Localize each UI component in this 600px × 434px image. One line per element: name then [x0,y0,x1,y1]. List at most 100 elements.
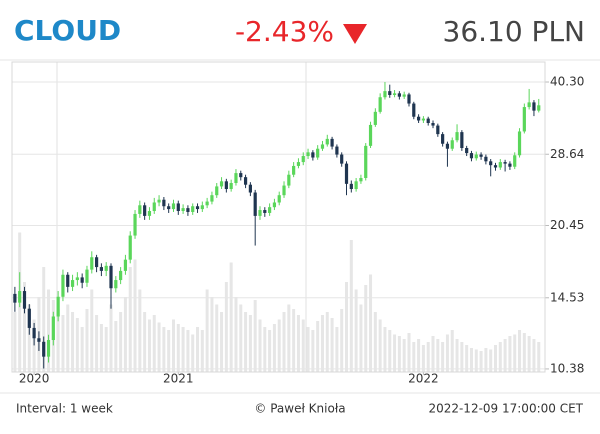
volume-bar [176,324,180,372]
candle-body [388,91,392,96]
candle-body [22,291,27,309]
volume-bar [513,334,517,372]
volume-bar [479,351,483,372]
volume-bar [407,333,411,372]
volume-bar [133,259,137,372]
volume-bar [441,342,445,372]
candle-body [445,143,450,149]
candle-body [311,152,315,158]
volume-bar [27,304,31,372]
candle-body [167,206,171,210]
volume-bar [537,342,541,372]
candle-body [421,118,426,121]
candle-body [70,280,75,287]
y-tick-label: 28.64 [550,147,584,161]
candle-body [32,327,36,339]
volume-bar [445,334,449,372]
candle-body [522,107,526,132]
candle-body [431,123,435,126]
candle-body [296,162,301,166]
volume-bar [210,297,214,372]
candle-body [532,102,536,111]
symbol: CLOUD [14,14,121,47]
candle-body [205,201,209,206]
x-tick-label: 2021 [163,372,194,386]
volume-bar [503,339,507,372]
candle-body [13,293,17,303]
y-tick-label: 20.45 [550,218,584,232]
candle-body [219,181,224,187]
credit: © Paweł Knioła [254,402,345,416]
candle-body [128,235,132,260]
candle-body [484,156,488,162]
candle-body [56,296,60,317]
volume-bar [200,330,204,372]
candle-body [210,195,214,202]
candle-body [61,274,65,297]
candle-body [335,146,339,155]
candle-body [272,202,277,208]
volume-bar [287,304,291,372]
volume-bar [114,321,118,372]
volume-bar [42,267,46,372]
candle-body [320,144,325,149]
candle-body [349,183,353,190]
candle-body [99,267,103,271]
candle-body [402,94,406,97]
candle-body [344,163,349,184]
volume-bar [90,289,94,372]
candle-body [75,277,79,281]
volume-bar [417,339,421,372]
candle-body [109,265,113,289]
volume-bar [22,282,26,372]
candle-body [224,181,228,190]
volume-bar [320,315,324,372]
volume-bar [109,304,113,372]
volume-bar [282,312,286,372]
volume-bar [498,342,502,372]
volume-bar [143,312,147,372]
candle-body [104,265,108,271]
volume-bar [239,304,243,372]
change: -2.43% [235,15,334,48]
volume-bar [215,304,219,372]
candle-body [455,132,459,141]
candle-body [364,145,368,178]
volume-bar [474,349,478,372]
volume-bar [61,315,65,372]
candle-body [195,206,200,210]
volume-bar [296,315,300,372]
candle-body [301,156,305,163]
candle-body [527,102,531,108]
volume-bar [421,345,425,372]
volume-bar [196,327,200,372]
volume-bar [532,339,536,372]
candle-body [200,205,204,210]
candle-body [42,341,46,357]
candle-body [253,192,257,216]
candle-body [368,124,373,146]
volume-bar [234,297,238,372]
candle-body [489,161,493,166]
candle-body [474,154,478,159]
candle-body [133,213,137,236]
candle-body [330,138,334,147]
candle-body [114,280,118,289]
volume-bar [431,336,435,372]
volume-bar [13,312,17,372]
candle-body [171,203,176,210]
volume-bar [292,309,296,372]
volume-bar [147,319,151,372]
volume-bar [316,321,320,372]
candle-body [416,116,421,121]
volume-bar [455,339,459,372]
volume-bar [244,312,248,372]
candle-body [263,210,267,213]
volume-bar [345,282,349,372]
candle-body [465,147,469,154]
candle-body [441,134,445,144]
volume-bar [157,322,161,372]
volume-bar [181,327,185,372]
volume-bar [373,312,377,372]
volume-bar [508,336,512,372]
